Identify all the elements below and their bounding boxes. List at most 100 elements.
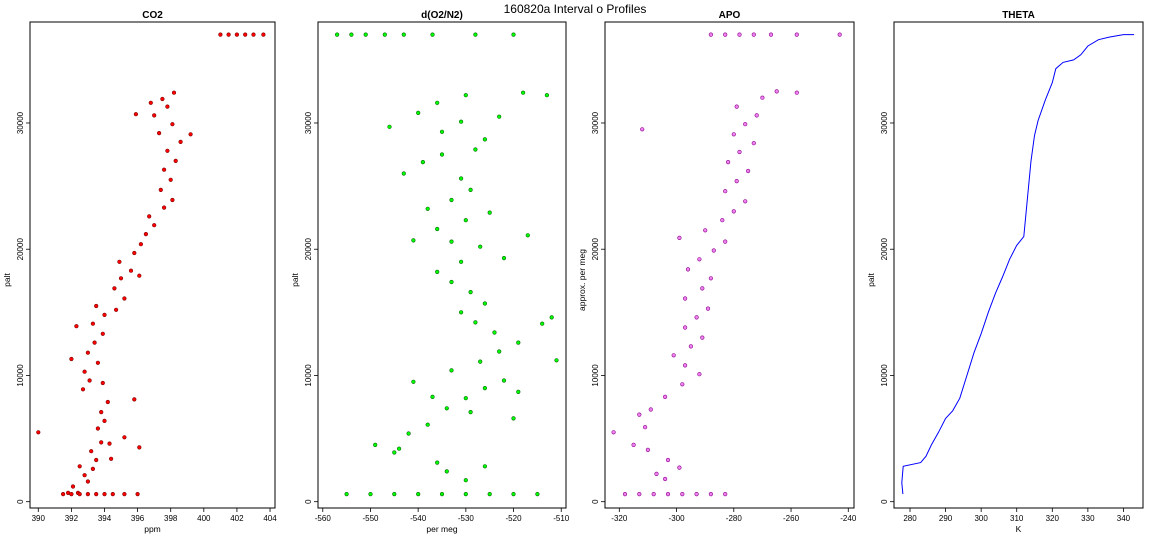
data-point xyxy=(482,137,488,142)
theta-profile-line xyxy=(901,34,1135,495)
data-point xyxy=(731,209,736,214)
data-point xyxy=(459,310,464,315)
data-point xyxy=(401,32,406,37)
data-point xyxy=(768,32,774,37)
data-point xyxy=(754,113,759,118)
x-tick-label: 290 xyxy=(939,514,953,523)
x-tick-label: 396 xyxy=(131,514,145,523)
data-point xyxy=(482,464,488,469)
data-point xyxy=(112,286,117,291)
data-point xyxy=(497,349,502,354)
data-point xyxy=(102,492,107,497)
panel-title: APO xyxy=(719,10,741,21)
x-tick-label: -540 xyxy=(410,514,427,523)
data-point xyxy=(157,131,162,136)
data-point xyxy=(425,206,430,211)
data-point xyxy=(734,104,739,109)
data-point xyxy=(82,473,87,478)
y-axis-label: palt xyxy=(2,273,12,287)
x-tick-label: -510 xyxy=(553,514,570,523)
data-point xyxy=(734,179,739,184)
data-point xyxy=(449,279,454,285)
x-tick-label: 390 xyxy=(32,514,46,523)
data-point xyxy=(751,141,756,146)
y-axis-label: approx. per meg xyxy=(577,249,587,311)
data-point xyxy=(648,407,653,412)
data-point xyxy=(511,32,516,37)
data-point xyxy=(251,32,256,37)
data-point xyxy=(148,100,153,105)
data-point xyxy=(122,296,127,301)
data-point xyxy=(731,132,736,137)
data-point xyxy=(170,197,175,203)
y-tick-label: 10000 xyxy=(304,364,313,387)
data-point xyxy=(700,286,705,291)
data-point xyxy=(520,90,526,95)
y-axis-label: palt xyxy=(866,273,876,287)
data-point xyxy=(694,492,699,497)
x-tick-label: 398 xyxy=(164,514,178,523)
data-point xyxy=(335,32,340,37)
data-point xyxy=(487,492,492,497)
data-point xyxy=(473,147,478,152)
data-point xyxy=(137,273,142,278)
data-point xyxy=(60,492,66,497)
data-point xyxy=(680,382,685,387)
data-point xyxy=(152,113,157,118)
data-point xyxy=(94,303,99,309)
data-point xyxy=(133,112,138,117)
data-point xyxy=(416,492,421,497)
y-tick-label: 30000 xyxy=(880,111,889,134)
data-point xyxy=(113,307,119,312)
data-point xyxy=(468,410,473,415)
data-point xyxy=(725,160,731,165)
data-point xyxy=(387,124,392,129)
data-point xyxy=(138,242,143,247)
data-point xyxy=(751,32,756,37)
data-point xyxy=(478,244,483,249)
data-point xyxy=(473,32,478,37)
data-point xyxy=(85,479,90,484)
data-point xyxy=(665,492,671,497)
data-point xyxy=(554,358,559,363)
data-point xyxy=(723,239,728,244)
data-point xyxy=(662,476,668,482)
data-point xyxy=(406,431,411,436)
data-point xyxy=(368,492,373,497)
data-point xyxy=(392,492,397,497)
data-point xyxy=(435,226,440,232)
data-point xyxy=(435,100,440,105)
data-point xyxy=(459,176,464,181)
data-point xyxy=(77,464,82,469)
x-tick-label: 394 xyxy=(98,514,112,523)
data-point xyxy=(108,456,114,461)
data-point xyxy=(435,269,440,275)
data-point xyxy=(737,32,742,37)
data-point xyxy=(82,369,87,374)
data-point xyxy=(439,129,445,134)
data-point xyxy=(640,127,645,132)
panel-2: d(O2/N2) -560 -550 -540 -530 -520 -510 0 10000 20… xyxy=(290,10,570,534)
data-point xyxy=(128,268,134,273)
panel-4: THETA 280 290 300 310 320 330 340 0 10000 20000 300… xyxy=(866,10,1144,534)
data-point xyxy=(478,359,483,364)
y-tick-label: 30000 xyxy=(16,111,25,134)
data-point xyxy=(87,378,92,383)
data-point xyxy=(90,466,95,472)
data-point xyxy=(69,492,74,497)
data-point xyxy=(117,259,122,264)
data-point xyxy=(94,492,99,497)
data-point xyxy=(401,171,406,176)
data-point xyxy=(463,396,468,401)
data-point xyxy=(473,320,478,325)
data-point xyxy=(497,114,502,119)
data-point xyxy=(188,132,193,137)
data-point xyxy=(107,441,112,446)
data-point xyxy=(525,233,530,238)
data-point xyxy=(392,450,397,455)
plot-frame xyxy=(604,21,855,509)
y-tick-label: 0 xyxy=(591,499,600,504)
data-point xyxy=(487,210,492,215)
data-point xyxy=(685,267,691,272)
data-point xyxy=(743,199,748,204)
